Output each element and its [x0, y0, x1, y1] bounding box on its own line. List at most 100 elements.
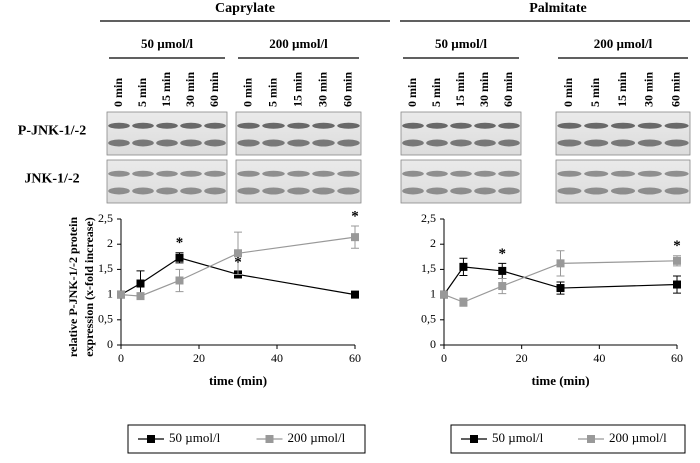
blot-band	[584, 170, 609, 177]
data-point	[117, 290, 125, 299]
row-label: JNK-1/-2	[24, 172, 79, 187]
blot-band	[610, 170, 636, 177]
blot-band	[450, 139, 472, 147]
blot-band	[262, 139, 285, 147]
lane-label: 0 min	[111, 78, 125, 107]
blot-band	[312, 122, 335, 129]
blot-band	[156, 122, 178, 129]
significance-mark: *	[499, 246, 507, 262]
blot-band	[180, 170, 202, 177]
x-tick-label: 20	[193, 351, 205, 365]
blot-band	[402, 139, 424, 147]
legend-box	[127, 424, 366, 454]
blot-band	[262, 187, 285, 195]
blot-band	[584, 139, 609, 147]
blot-band	[637, 139, 662, 147]
blot-band	[312, 170, 335, 177]
blot-band	[337, 187, 360, 195]
blot-band	[637, 122, 662, 129]
blot-band	[287, 122, 310, 129]
blot-band	[108, 187, 130, 195]
significance-mark: *	[673, 238, 681, 254]
blot-band	[498, 170, 520, 177]
blot-band	[204, 170, 226, 177]
blot-band	[156, 139, 178, 147]
blot-band	[498, 187, 520, 195]
blot-band	[287, 170, 310, 177]
data-point	[673, 256, 681, 265]
lane-label: 60 min	[340, 72, 354, 107]
blot-band	[156, 170, 178, 177]
blot-band	[450, 170, 472, 177]
blot-band	[637, 170, 662, 177]
legend-label: 50 µmol/l	[492, 430, 544, 445]
significance-mark: *	[234, 254, 242, 270]
y-tick-label: 1,5	[98, 261, 113, 275]
x-axis-label: time (min)	[209, 373, 267, 388]
y-tick-label: 2	[430, 236, 436, 250]
lane-label: 30 min	[477, 72, 491, 107]
lane-label: 15 min	[453, 72, 467, 107]
blot-band	[204, 122, 226, 129]
lane-label: 5 min	[135, 78, 149, 107]
y-tick-label: 2,5	[98, 211, 113, 225]
lane-label: 5 min	[265, 78, 279, 107]
data-point	[440, 290, 448, 299]
blot-panel	[400, 159, 522, 204]
blot-band	[426, 170, 448, 177]
x-tick-label: 0	[441, 351, 447, 365]
blot-band	[204, 139, 226, 147]
x-tick-label: 60	[349, 351, 361, 365]
y-tick-label: 0	[430, 337, 436, 351]
legend-label: 200 µmol/l	[288, 430, 346, 445]
blot-band	[402, 187, 424, 195]
blot-band	[426, 187, 448, 195]
blot-band	[557, 139, 582, 147]
lane-label: 0 min	[561, 78, 575, 107]
blot-band	[156, 187, 178, 195]
legend-box	[450, 424, 686, 454]
blot-band	[610, 187, 636, 195]
blot-panel	[400, 111, 522, 156]
x-tick-label: 20	[516, 351, 528, 365]
panel-title: Palmitate	[529, 1, 587, 16]
row-label: P-JNK-1/-2	[18, 124, 86, 139]
data-point	[498, 266, 507, 275]
blot-band	[132, 187, 154, 195]
blot-band	[474, 170, 496, 177]
data-point	[136, 279, 145, 288]
blot-band	[132, 122, 154, 129]
blot-band	[287, 187, 310, 195]
legend-marker	[470, 435, 478, 443]
group-label: 50 µmol/l	[435, 36, 487, 51]
y-axis-label: expression (x-fold increase)	[82, 217, 96, 357]
blot-band	[337, 139, 360, 147]
lane-label: 5 min	[588, 78, 602, 107]
x-tick-label: 0	[118, 351, 124, 365]
y-tick-label: 1	[430, 286, 436, 300]
blot-band	[402, 170, 424, 177]
blot-band	[557, 170, 582, 177]
data-point	[459, 298, 468, 307]
blot-band	[426, 139, 448, 147]
data-point	[556, 259, 565, 268]
blot-band	[584, 187, 609, 195]
lane-label: 0 min	[240, 78, 254, 107]
blot-band	[237, 139, 260, 147]
lane-label: 30 min	[315, 72, 329, 107]
blot-band	[132, 170, 154, 177]
blot-band	[610, 122, 636, 129]
lane-label: 5 min	[429, 78, 443, 107]
data-point	[498, 282, 507, 291]
y-tick-label: 0,5	[421, 312, 436, 326]
blot-band	[610, 139, 636, 147]
y-tick-label: 0	[107, 337, 113, 351]
x-tick-label: 40	[271, 351, 283, 365]
legend-marker	[147, 435, 155, 443]
legend-marker	[587, 435, 595, 443]
blot-band	[262, 122, 285, 129]
data-point	[673, 280, 681, 289]
blot-band	[262, 170, 285, 177]
blot-band	[474, 139, 496, 147]
